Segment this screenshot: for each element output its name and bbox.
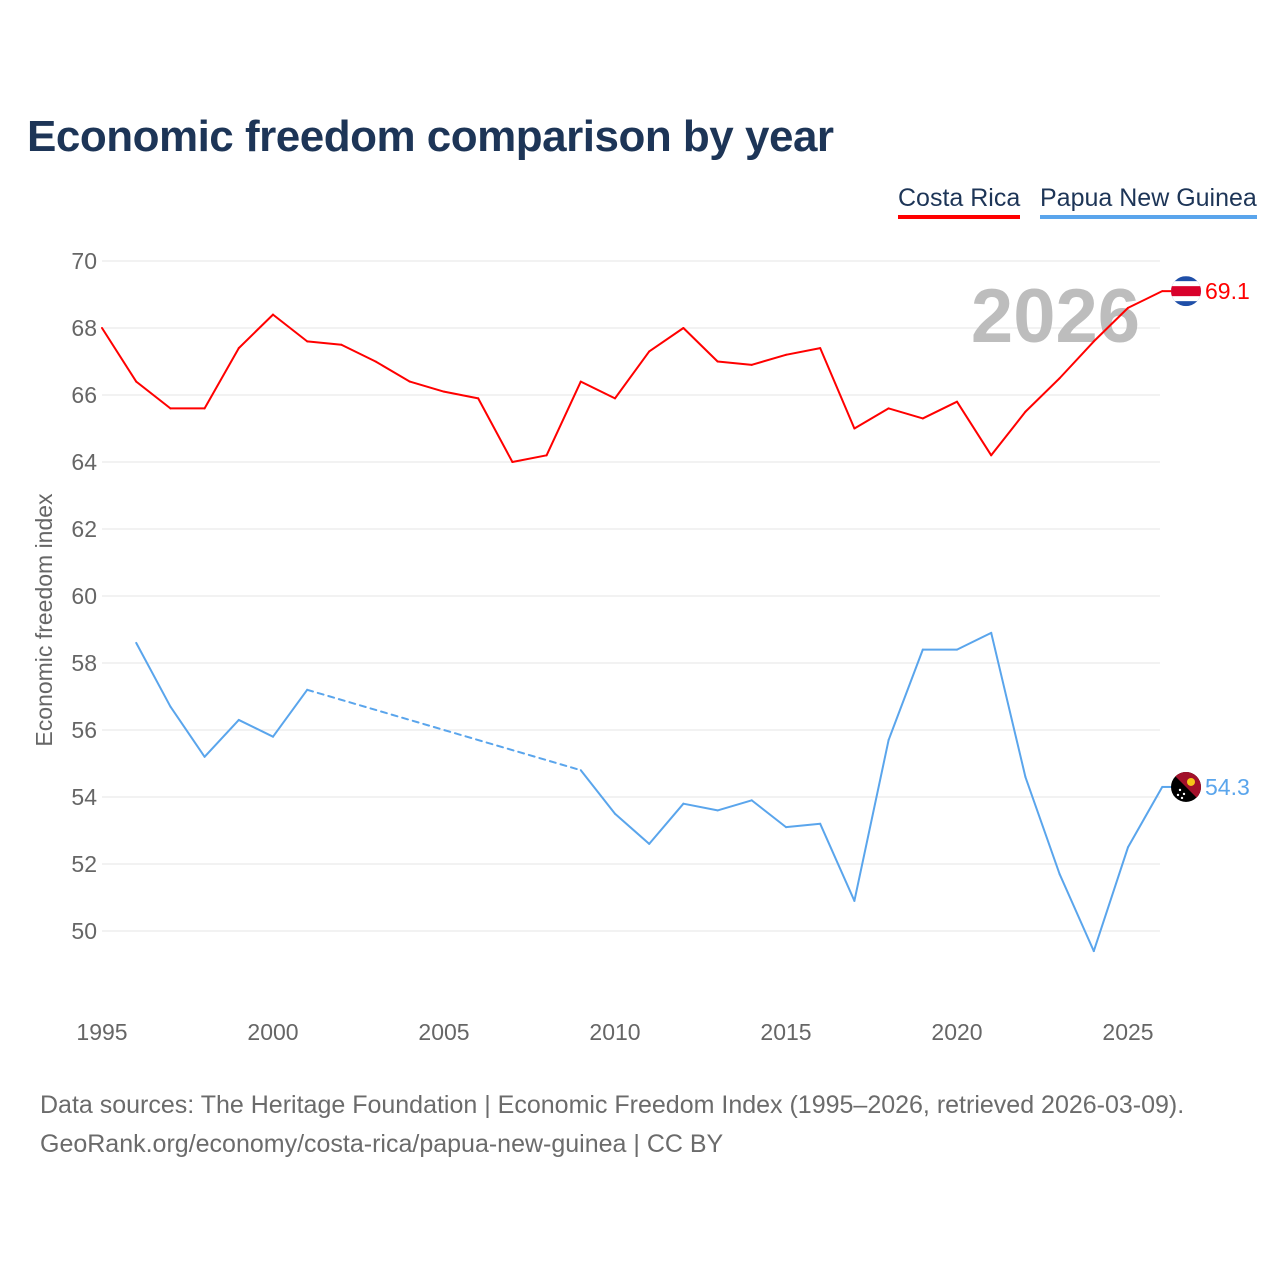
series-segment-costa-rica	[408, 380, 445, 393]
series-segment-costa-rica	[1127, 290, 1164, 309]
series-segment-costa-rica	[682, 327, 719, 363]
series-segment-costa-rica	[956, 400, 993, 457]
series-segment-papua-new-guinea	[579, 769, 616, 815]
y-tick-label: 58	[71, 650, 97, 676]
x-tick-label: 2025	[1102, 1019, 1153, 1045]
series-segment-papua-new-guinea	[169, 705, 206, 758]
series-segment-papua-new-guinea	[237, 718, 274, 738]
series-segment-costa-rica	[237, 313, 274, 350]
series-segment-costa-rica	[887, 407, 924, 420]
series-segment-papua-new-guinea	[716, 799, 753, 812]
series-segment-papua-new-guinea	[1127, 785, 1164, 849]
y-tick-label: 56	[71, 717, 97, 743]
series-segment-costa-rica	[716, 360, 753, 366]
series-segment-papua-new-guinea	[272, 688, 309, 738]
series-segment-papua-new-guinea	[203, 718, 240, 758]
y-tick-label: 54	[71, 784, 97, 810]
papua-new-guinea-flag-icon	[1171, 771, 1201, 802]
series-segment-costa-rica	[1092, 306, 1129, 343]
series-segment-papua-new-guinea	[785, 822, 822, 829]
series-segment-costa-rica	[135, 380, 172, 410]
y-tick-label: 64	[71, 449, 97, 475]
series-segment-costa-rica	[272, 313, 309, 343]
series-segment-costa-rica	[921, 400, 958, 420]
x-tick-label: 2015	[760, 1019, 811, 1045]
y-axis-label: Economic freedom index	[31, 493, 57, 747]
series-segment-costa-rica	[306, 340, 343, 346]
y-tick-label: 60	[71, 583, 97, 609]
series-segment-costa-rica	[579, 380, 616, 400]
x-tick-label: 1995	[76, 1019, 127, 1045]
series-segment-costa-rica	[1058, 340, 1095, 380]
series-segment-papua-new-guinea	[887, 648, 924, 742]
y-tick-label: 50	[71, 918, 97, 944]
end-value-label: 69.1	[1205, 278, 1250, 304]
series-segment-papua-new-guinea	[819, 822, 856, 902]
legend-costa-rica[interactable]: Costa Rica	[898, 184, 1021, 219]
series-segment-papua-new-guinea	[956, 631, 993, 651]
series-segment-papua-new-guinea	[853, 739, 890, 902]
x-tick-label: 2010	[589, 1019, 640, 1045]
series-segment-costa-rica	[648, 327, 685, 353]
series-segment-costa-rica	[1024, 377, 1061, 413]
series-segment-costa-rica	[819, 347, 856, 430]
x-tick-label: 2020	[931, 1019, 982, 1045]
series-segment-costa-rica	[477, 397, 514, 463]
series-segment-papua-new-guinea	[614, 812, 651, 845]
series-segment-papua-new-guinea	[990, 631, 1027, 778]
series-segment-papua-new-guinea	[306, 688, 582, 772]
series-segment-papua-new-guinea	[750, 799, 787, 829]
x-tick-label: 2005	[418, 1019, 469, 1045]
source-text: Data sources: The Heritage Foundation | …	[40, 1091, 1185, 1119]
x-tick-label: 2000	[247, 1019, 298, 1045]
series-segment-costa-rica	[203, 347, 240, 410]
series-segment-costa-rica	[374, 360, 411, 383]
source-link[interactable]: GeoRank.org/economy/costa-rica/papua-new…	[40, 1130, 724, 1158]
series-segment-papua-new-guinea	[135, 641, 172, 708]
y-tick-label: 62	[71, 516, 97, 542]
chart-title: Economic freedom comparison by year	[27, 112, 834, 161]
series-segment-costa-rica	[443, 390, 480, 400]
series-segment-papua-new-guinea	[1092, 846, 1129, 953]
series-segment-papua-new-guinea	[648, 802, 685, 845]
y-tick-label: 52	[71, 851, 97, 877]
year-watermark: 2026	[971, 274, 1140, 359]
costa-rica-flag-icon	[1171, 276, 1201, 307]
series-segment-costa-rica	[101, 327, 138, 383]
series-segment-costa-rica	[511, 454, 548, 463]
series-segment-costa-rica	[853, 407, 890, 430]
series-segment-costa-rica	[614, 350, 651, 400]
y-tick-label: 66	[71, 382, 97, 408]
series-segment-costa-rica	[545, 380, 582, 457]
series-segment-costa-rica	[785, 347, 822, 356]
series-segment-papua-new-guinea	[1024, 775, 1061, 876]
series-segment-papua-new-guinea	[682, 802, 719, 812]
footer: Data sources: The Heritage Foundation | …	[40, 1086, 1184, 1164]
end-value-label: 54.3	[1205, 774, 1250, 800]
series-segment-costa-rica	[340, 343, 377, 363]
legend-papua-new-guinea[interactable]: Papua New Guinea	[1040, 184, 1257, 219]
series-segment-papua-new-guinea	[1058, 873, 1095, 953]
series-segment-costa-rica	[990, 410, 1027, 457]
y-tick-label: 70	[71, 248, 97, 274]
series-segment-costa-rica	[750, 353, 787, 366]
y-tick-label: 68	[71, 315, 97, 341]
